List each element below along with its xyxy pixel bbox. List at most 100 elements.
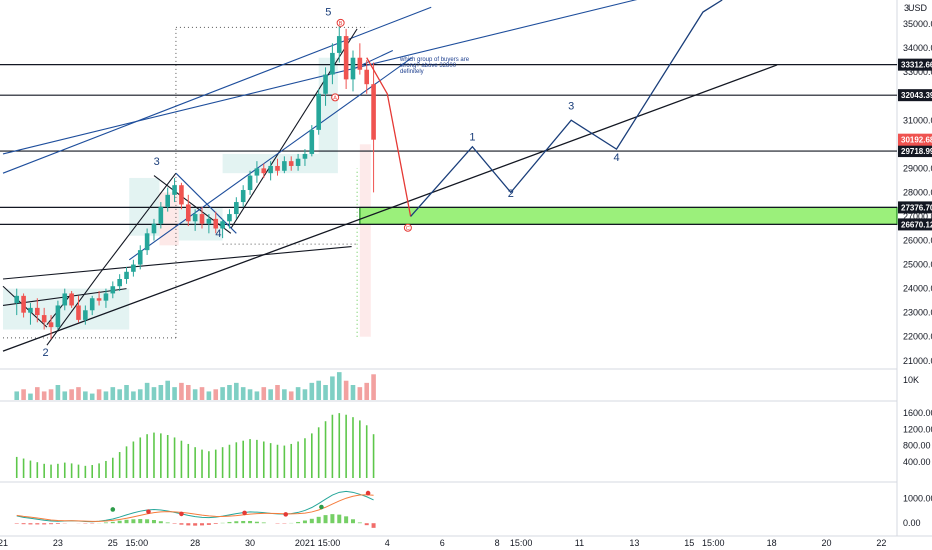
shaded-box-6 [318, 57, 338, 154]
volume-bar-13 [103, 391, 109, 400]
price-tick-2: 23000.00 [903, 308, 932, 318]
inner-channel [128, 57, 413, 261]
price-tick-3: 24000.00 [903, 284, 932, 294]
volume-bar-23 [172, 387, 177, 400]
candle-body-4 [41, 315, 47, 323]
circled-marker-1 [331, 93, 340, 102]
candle-body-34 [247, 175, 253, 191]
macd-hist-34 [248, 520, 253, 524]
wave-label-4: 1 [469, 132, 475, 144]
volume-bar-18 [137, 389, 143, 400]
circled-marker-2 [403, 223, 412, 232]
annotation-note[interactable]: which group of buyers are wrong? above 3… [399, 57, 470, 75]
volume-bar-26 [192, 389, 198, 400]
macd-hist-1 [21, 523, 26, 525]
volume-bar-44 [316, 380, 321, 400]
level-label-2: 29718.99 [901, 147, 932, 156]
volume-bar-15 [117, 389, 122, 400]
volume-bar-50 [357, 387, 363, 400]
osc1-tick-1: 800.00 [903, 441, 931, 451]
level-label-4-bg [898, 218, 932, 231]
wave-label-5: 2 [508, 188, 514, 200]
macd-hist-13 [103, 522, 108, 524]
volume-bar-20 [151, 387, 157, 400]
volume-bar-40 [288, 391, 294, 400]
time-tick-0: 21 [0, 538, 8, 548]
macd-hist-41 [296, 521, 301, 524]
volume-bar-51 [364, 382, 370, 400]
candle-body-8 [69, 293, 74, 306]
volume-bar-42 [302, 389, 308, 400]
pane-dividers [0, 0, 932, 537]
candle-body-50 [357, 57, 363, 70]
candle-body-16 [124, 271, 129, 280]
candle-body-18 [137, 250, 143, 265]
cross-dot-3 [242, 510, 247, 516]
volume-bar-29 [213, 389, 219, 400]
level-label-0-bg [898, 58, 932, 71]
candle-body-5 [48, 322, 54, 328]
candle-body-31 [227, 214, 232, 222]
note-line-2: wrong? above 32800 [399, 63, 457, 69]
wave-projection[interactable] [366, 0, 723, 217]
candle-body-20 [151, 223, 157, 234]
macd-hist-42 [302, 520, 307, 524]
macd-hist-15 [117, 520, 122, 524]
candle-body-46 [330, 52, 335, 75]
wave-label-7: 4 [613, 152, 619, 164]
time-tick-17: 20 [821, 538, 831, 548]
time-tick-12: 11 [575, 538, 584, 548]
macd-hist-49 [350, 519, 355, 524]
macd-hist-25 [186, 523, 191, 526]
candle-body-7 [62, 293, 68, 306]
highlight-boxes [3, 26, 371, 339]
macd-hist-51 [364, 523, 369, 526]
candle-body-22 [165, 194, 170, 207]
channel-upper-1 [2, 6, 432, 174]
cross-dot-1 [146, 509, 151, 514]
cross-dot-5 [319, 504, 324, 510]
candle-body-9 [76, 305, 81, 320]
volume-bar-32 [234, 382, 239, 400]
shaded-box-3 [159, 192, 179, 246]
osc1-tick-3: 1600.00 [903, 408, 932, 418]
candle-body-29 [213, 218, 219, 229]
candle-body-32 [234, 202, 239, 215]
cross-dot-0 [110, 507, 116, 512]
level-label-1-bg [898, 89, 932, 102]
candle-body-38 [275, 165, 280, 171]
support-zone[interactable] [359, 206, 898, 226]
volume-bar-49 [350, 385, 356, 400]
wedge-lower-ext [2, 245, 352, 280]
note-line-1: which group of buyers are [399, 57, 470, 63]
macd-hist-45 [323, 515, 328, 524]
macd-hist-32 [234, 521, 239, 524]
volume-bar-52 [371, 374, 376, 400]
time-tick-16: 18 [767, 538, 777, 548]
candle-body-45 [323, 74, 328, 94]
candle-body-21 [158, 206, 164, 224]
time-tick-1: 23 [53, 538, 63, 548]
macd-hist-36 [261, 522, 266, 524]
price-axis[interactable]: USD 3 21000.00 22000.00 23000.00 24000.00 25… [903, 3, 932, 366]
volume-bar-7 [62, 391, 68, 400]
volume-axis-label: 10K [903, 375, 919, 385]
volume-bar-22 [165, 380, 170, 400]
volume-bar-45 [323, 385, 328, 400]
candle-body-30 [220, 221, 225, 229]
macd-hist-18 [138, 519, 143, 524]
long-trendline [2, 64, 778, 352]
cross-dot-4 [283, 512, 289, 517]
time-axis[interactable]: 21 23 25 15:00 28 30 2021 15:00 4 6 8 15:00 11 13 15 15… [0, 538, 886, 548]
volume-bar-14 [110, 387, 116, 400]
macd-hist-26 [193, 523, 198, 526]
volume-bar-27 [199, 387, 205, 400]
cross-dot-2 [179, 511, 184, 517]
price-axis-partial-top: 3 [904, 3, 909, 13]
time-tick-3: 15:00 [126, 538, 149, 548]
abc-path [366, 57, 412, 217]
volume-bar-36 [261, 387, 267, 400]
candle-body-12 [96, 298, 102, 301]
volume-bar-0 [14, 391, 20, 400]
